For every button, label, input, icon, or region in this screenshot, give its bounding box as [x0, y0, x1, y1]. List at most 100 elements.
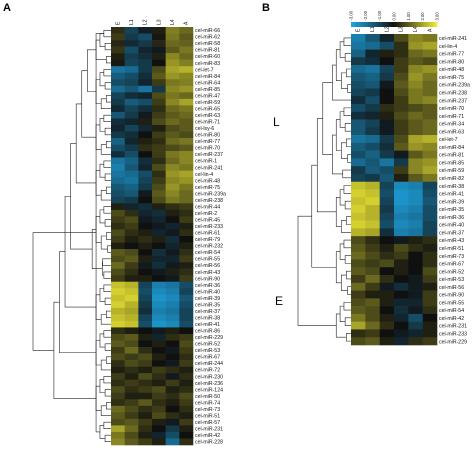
heatmap-cell: [394, 158, 409, 167]
heatmap-cell: [165, 353, 180, 361]
heatmap-cell: [111, 379, 125, 387]
heatmap-cell: [165, 340, 180, 348]
column-label: L3: [156, 19, 162, 25]
heatmap-cell: [165, 418, 180, 426]
heatmap-cell: [165, 79, 180, 87]
heatmap-cell: [165, 333, 180, 341]
dendrogram-branch: [103, 421, 111, 429]
row-label: cel-lin-4: [439, 44, 457, 50]
heatmap-cell: [165, 209, 180, 217]
heatmap-cell: [152, 92, 166, 100]
row-label: cel-miR-84: [439, 145, 464, 151]
heatmap-cell: [394, 267, 409, 276]
heatmap-cell: [422, 306, 438, 315]
heatmap-cell: [379, 65, 395, 74]
heatmap-cell: [124, 347, 139, 354]
heatmap-cell: [111, 79, 125, 87]
heatmap-cell: [138, 242, 153, 250]
heatmap-cell: [138, 111, 153, 119]
heatmap-cell: [365, 142, 380, 151]
scale-tick-label: 3.00: [435, 12, 440, 21]
heatmap-cell: [351, 306, 366, 315]
heatmap-cell: [394, 119, 409, 128]
heatmap-cell: [111, 307, 125, 315]
heatmap-cell: [165, 138, 180, 145]
heatmap-cell: [379, 34, 395, 43]
heatmap-cell: [422, 34, 438, 43]
heatmap-cell: [152, 72, 166, 80]
row-label: cel-miR-57: [195, 420, 220, 426]
heatmap-cell: [111, 190, 125, 198]
heatmap-cell: [179, 353, 194, 361]
heatmap-cell: [394, 337, 409, 346]
heatmap-cell: [365, 236, 380, 245]
heatmap-cell: [152, 111, 166, 119]
heatmap-cell: [152, 40, 166, 47]
row-label: cel-miR-238: [195, 198, 223, 204]
heatmap-cell: [408, 127, 423, 136]
panel-b-dendrogram: [297, 37, 351, 342]
heatmap-cell: [408, 158, 423, 167]
dendrogram-branch: [105, 186, 111, 194]
row-label: cel-miR-90: [439, 293, 464, 299]
row-label: cel-miR-81: [439, 153, 464, 159]
heatmap-cell: [422, 275, 438, 284]
row-label: cel-miR-41: [195, 322, 220, 328]
heatmap-cell: [179, 425, 194, 433]
heatmap-cell: [351, 228, 366, 237]
heatmap-cell: [365, 259, 380, 268]
heatmap-cell: [365, 290, 380, 299]
heatmap-cell: [124, 307, 139, 315]
dendrogram-branch: [346, 138, 351, 148]
heatmap-cell: [408, 275, 423, 284]
heatmap-cell: [138, 124, 153, 132]
heatmap-cell: [124, 144, 139, 152]
heatmap-cell: [152, 314, 166, 322]
heatmap-cell: [351, 189, 366, 198]
row-label: cel-miR-70: [439, 106, 464, 112]
heatmap-cell: [138, 53, 153, 60]
heatmap-cell: [179, 203, 194, 211]
heatmap-cell: [165, 216, 180, 224]
heatmap-cell: [394, 57, 409, 66]
dendrogram-branch: [343, 239, 351, 249]
heatmap-cell: [138, 275, 153, 283]
column-label: L3: [399, 26, 405, 32]
heatmap-cell: [422, 166, 438, 175]
heatmap-cell: [422, 150, 438, 159]
heatmap-cell: [165, 249, 180, 256]
heatmap-cell: [124, 216, 139, 224]
heatmap-cell: [179, 333, 194, 341]
heatmap-cell: [351, 34, 366, 43]
heatmap-cell: [152, 196, 166, 204]
heatmap-cell: [111, 301, 125, 309]
heatmap-cell: [124, 314, 139, 322]
row-label: cel-miR-67: [195, 355, 220, 361]
row-label: cel-miR-83: [195, 61, 220, 67]
heatmap-cell: [138, 79, 153, 87]
heatmap-cell: [422, 96, 438, 105]
heatmap-cell: [179, 72, 194, 80]
heatmap-cell: [422, 337, 438, 346]
dendrogram-branch: [95, 216, 102, 243]
heatmap-cell: [138, 438, 153, 446]
heatmap-cell: [152, 379, 166, 387]
row-label: cel-miR-238: [439, 90, 467, 96]
heatmap-cell: [165, 386, 180, 394]
row-label: cel-miR-63: [195, 113, 220, 119]
heatmap-cell: [111, 249, 125, 256]
heatmap-cell: [422, 135, 438, 144]
heatmap-cell: [165, 98, 180, 106]
dendrogram-branch: [99, 379, 106, 394]
scale-swatch: [394, 22, 397, 27]
dendrogram-branch: [344, 53, 351, 62]
heatmap-cell: [152, 118, 166, 126]
heatmap-cell: [422, 212, 438, 221]
dendrogram-branch: [103, 114, 111, 123]
heatmap-cell: [379, 166, 395, 175]
heatmap-cell: [165, 392, 180, 400]
row-label: cel-miR-231: [439, 324, 467, 330]
heatmap-cell: [138, 405, 153, 413]
panel-a-heatmap: [111, 27, 194, 446]
heatmap-cell: [111, 216, 125, 224]
